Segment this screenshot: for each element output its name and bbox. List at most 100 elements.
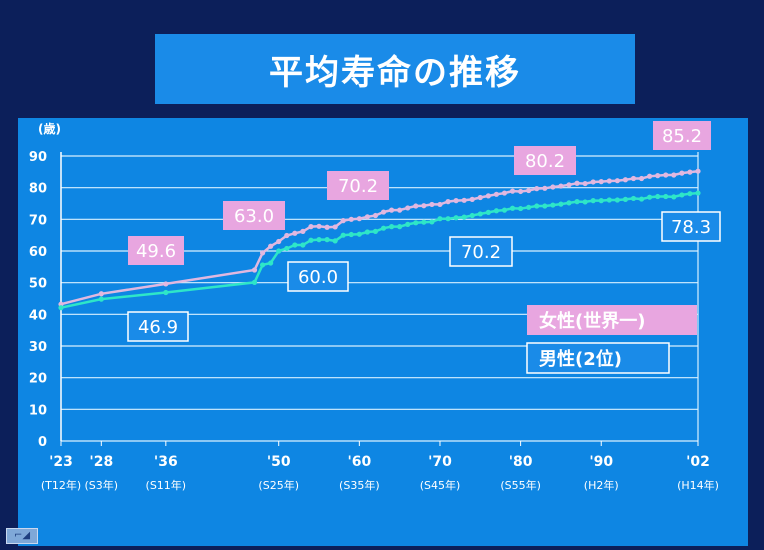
data-point [663,172,669,178]
data-point [98,296,104,302]
data-point [590,198,596,204]
data-point [437,201,443,208]
data-point [542,203,548,209]
x-tick-label: '90 [589,454,613,470]
data-point [477,211,483,217]
data-point [534,203,540,209]
data-point [630,175,637,182]
data-point [671,172,677,178]
value-callout-text: 63.0 [234,206,274,227]
data-point [509,205,516,211]
data-point [380,209,387,215]
data-point [388,224,395,230]
data-point [388,207,395,213]
x-tick-era-label: (H14年) [677,478,719,492]
slide-nav-icon[interactable]: ⌐◢ [6,528,38,544]
data-point [413,220,419,226]
data-point [477,194,483,201]
y-tick-label: 80 [29,182,47,197]
data-point [445,216,451,222]
legend-label: 女性(世界一) [539,310,645,332]
value-callout: 85.2 [653,121,711,150]
data-point [493,191,500,197]
data-point [332,224,338,230]
data-point [679,192,685,198]
value-callout-box [128,236,184,265]
x-tick-label: '70 [428,454,452,470]
legend-entry: 男性(2位) [526,342,670,374]
data-point [558,201,564,207]
data-point [622,196,629,202]
value-callout-box [287,261,349,292]
data-point [268,243,274,249]
data-point [461,214,467,220]
data-point [485,209,491,215]
data-point [364,229,371,235]
data-point [550,202,556,208]
data-point [372,228,379,234]
y-axis-label: (歳) [38,121,61,136]
value-callout-text: 70.2 [461,242,501,263]
data-point [316,223,322,229]
data-point [655,193,661,200]
x-tick-label: '23 [49,454,73,470]
data-point [300,242,306,248]
data-point [276,248,282,254]
data-point [437,216,443,222]
value-callout-text: 46.9 [138,317,178,338]
data-point [606,197,612,203]
data-point [558,183,564,189]
data-point [58,305,64,311]
x-tick-era-label: (S3年) [85,478,119,492]
x-tick-label: '80 [509,454,533,470]
data-point [461,197,467,203]
data-point [485,193,491,199]
data-point [671,194,677,200]
data-point [695,190,701,196]
data-point [566,182,572,188]
data-point [687,191,693,197]
legend-entry: 女性(世界一) [527,305,697,335]
value-callout-box [327,171,389,200]
data-point [501,190,508,196]
data-point [614,197,620,203]
value-callout-box [127,311,189,342]
value-callout: 70.2 [449,236,513,267]
x-tick-label: '02 [686,454,710,470]
y-tick-label: 70 [29,213,47,228]
value-callout: 63.0 [223,201,285,230]
value-callout: 80.2 [514,146,576,175]
data-point [251,267,258,273]
data-point [429,219,435,225]
data-point [614,178,620,184]
data-point [679,170,685,176]
data-point [356,216,362,222]
data-point [518,205,524,212]
data-point [550,184,556,190]
data-point [348,231,354,238]
data-point [566,200,572,206]
data-point [582,199,588,205]
x-tick-era-label: (S11年) [146,478,187,492]
data-point [469,212,475,219]
y-tick-label: 0 [38,435,47,450]
data-point [598,179,604,185]
data-point [695,168,701,174]
data-point [259,250,266,256]
data-point [647,194,653,200]
y-tick-label: 40 [29,308,47,323]
data-point [251,279,258,285]
value-callout: 60.0 [287,261,349,292]
data-point [163,289,169,296]
data-point [380,225,387,231]
data-point [647,173,653,179]
value-callout-box [514,146,576,175]
data-point [276,238,282,245]
data-point [98,291,104,297]
data-point [453,198,459,204]
data-point [501,207,508,213]
data-point [421,203,427,209]
data-point [340,232,346,238]
data-point [526,204,532,210]
